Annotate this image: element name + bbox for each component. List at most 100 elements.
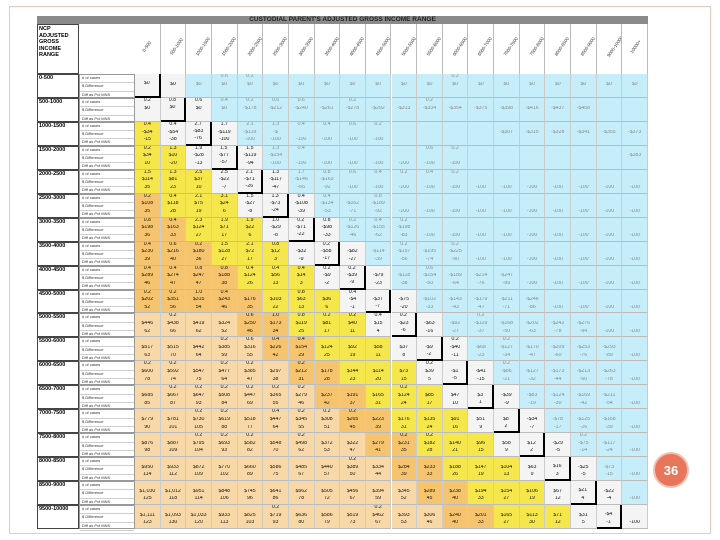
cell-value: -100: [629, 400, 640, 406]
cell-value: 0.4: [297, 145, 305, 151]
cell-value: [520, 361, 545, 369]
cell-value: [417, 130, 442, 138]
cell-value: [520, 266, 545, 274]
cell-value: -$263: [602, 368, 616, 374]
cell-value: 1.5: [143, 169, 151, 175]
cell-value: $324: [218, 321, 231, 327]
cell-value: -100: [296, 161, 307, 167]
table-cell: $233 33: [417, 457, 443, 482]
cell-value: [443, 313, 468, 321]
cell-value: $194: [474, 488, 487, 494]
table-cell: $165 27: [494, 505, 520, 529]
cell-value: 0.4: [374, 313, 382, 319]
cell-value: [366, 153, 391, 161]
cell-value: -$82: [347, 249, 358, 255]
cell-value: -$63: [424, 321, 435, 327]
cell-value: $586: [321, 512, 333, 518]
cell-value: 0.4: [323, 121, 331, 127]
cell-value: 0.2: [220, 409, 228, 415]
cell-value: -$198: [397, 225, 411, 231]
cell-value: -$119: [243, 153, 257, 159]
table-cell: $0: [160, 74, 187, 98]
cell-value: 0.6: [348, 169, 357, 175]
table-cell: 0.2 $182 28: [417, 433, 443, 458]
cell-value: [545, 266, 570, 274]
cell-value: [597, 106, 622, 114]
table-cell: $641 86: [263, 481, 289, 506]
cell-value: -90: [451, 256, 459, 262]
cell-value: [571, 361, 596, 369]
cell-value: [545, 137, 570, 145]
table-cell: $240 40: [442, 505, 469, 529]
cell-value: [212, 313, 237, 321]
table-cell: 0.2 -$40 -11: [442, 337, 469, 362]
cell-value: -5: [555, 448, 561, 454]
cell-value: -9: [298, 256, 304, 262]
table-cell: -$83 -19: [519, 385, 546, 410]
cell-value: $72: [245, 249, 255, 255]
table-cell: -$102 -33: [417, 289, 443, 314]
cell-value: [520, 409, 545, 417]
cell-value: -100: [398, 185, 410, 191]
cell-value: 2: [530, 447, 534, 453]
cell-value: 42: [323, 400, 330, 406]
cell-value: [135, 385, 160, 393]
cell-value: [494, 146, 519, 154]
table-cell: $237 42: [314, 385, 341, 410]
cell-value: 0.4: [169, 217, 177, 223]
cell-value: 0.2: [169, 313, 177, 319]
table-cell: $586 75: [263, 457, 289, 482]
table-cell: -$162 -71: [340, 193, 366, 218]
cell-value: 1.3: [271, 121, 280, 127]
cell-value: [135, 433, 160, 441]
metric-label: $ Difference: [80, 347, 134, 355]
cell-value: [494, 385, 519, 393]
cell-value: -38: [169, 137, 177, 143]
cell-value: 45: [426, 496, 433, 502]
cell-value: $933: [167, 464, 179, 470]
table-cell: -100: [442, 217, 469, 242]
table-cell: $284 39: [391, 457, 418, 482]
cell-value: -$23: [398, 320, 409, 326]
cell-value: $887: [167, 440, 179, 446]
cell-value: -$22: [603, 488, 615, 494]
table-cell: $876 98: [135, 433, 161, 458]
cell-value: [186, 313, 211, 321]
cell-value: [468, 242, 493, 250]
cell-value: 109: [194, 472, 203, 478]
table-cell: -$68 -23: [468, 337, 495, 362]
cell-value: [520, 161, 545, 169]
cell-value: 69: [247, 400, 253, 406]
cell-value: 0.2: [297, 385, 305, 391]
table-cell: [622, 97, 648, 122]
table-cell: 0.4 $124 26: [237, 265, 264, 290]
cell-value: -78: [553, 328, 562, 334]
cell-value: 28: [426, 448, 433, 454]
table-cell: -100: [622, 193, 648, 218]
cell-value: $144: [346, 368, 359, 374]
cell-value: $365: [269, 392, 282, 398]
cell-value: -100: [398, 208, 410, 214]
cell-value: 33: [170, 232, 176, 238]
cell-value: 0.4: [169, 121, 177, 127]
cell-value: $0: [143, 81, 150, 87]
cell-value: -83: [400, 232, 408, 238]
cell-value: $1,012: [165, 488, 181, 494]
cell-value: 59: [375, 496, 382, 502]
cell-value: -9: [504, 400, 509, 406]
cell-value: [571, 409, 596, 417]
row-metric-labels: # of cases $ Difference Diff as Pct MNS: [79, 289, 135, 316]
table-cell: 1.5 -$27 -8: [237, 193, 264, 218]
table-cell: -$179 -47: [468, 289, 495, 314]
cell-value: [571, 290, 596, 298]
cell-value: [263, 361, 288, 369]
cell-value: [494, 74, 519, 82]
table-cell: 0.4 $243 46: [211, 289, 238, 314]
cell-value: -100: [603, 328, 615, 334]
cell-value: [494, 170, 519, 178]
cell-value: [135, 505, 160, 513]
table-cell: 1.5 -$77 -57: [211, 145, 238, 170]
cell-value: $188: [449, 464, 461, 470]
cell-value: [468, 98, 493, 106]
cell-value: 1.5: [220, 145, 228, 151]
